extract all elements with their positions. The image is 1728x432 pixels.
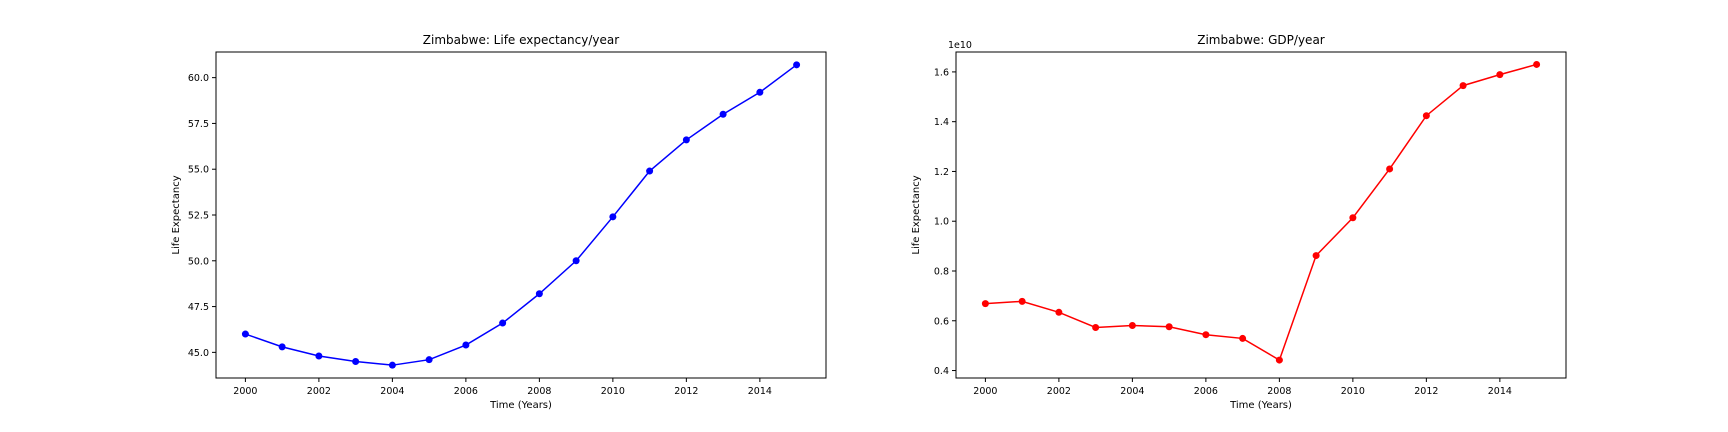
life-expectancy-y-tick-label: 52.5 <box>188 211 209 222</box>
life-expectancy-data-point <box>388 361 396 369</box>
life-expectancy-y-tick-label: 55.0 <box>188 165 209 176</box>
life-expectancy-y-tick-label: 45.0 <box>188 348 209 359</box>
gdp-y-tick-label: 1.2 <box>934 167 949 178</box>
gdp-x-tick-label: 2014 <box>1488 386 1512 397</box>
life-expectancy-chart: Zimbabwe: Life expectancy/year 2000 2002 20… <box>171 33 827 411</box>
gdp-data-point <box>1128 321 1136 329</box>
gdp-y-tick-label: 0.4 <box>934 366 949 377</box>
life-expectancy-data-point <box>241 330 249 338</box>
gdp-data-point <box>1239 334 1247 342</box>
life-expectancy-data-point <box>756 88 764 96</box>
gdp-data-point <box>1386 165 1394 173</box>
gdp-x-tick-label: 2004 <box>1120 386 1144 397</box>
life-expectancy-data-point <box>352 358 360 366</box>
gdp-x-tick-label: 2002 <box>1047 386 1071 397</box>
gdp-data-point <box>1165 323 1173 331</box>
gdp-x-tick-label: 2010 <box>1341 386 1365 397</box>
gdp-chart-title: Zimbabwe: GDP/year <box>1197 33 1325 47</box>
life-expectancy-plot-frame <box>215 51 827 379</box>
life-expectancy-data-point <box>572 257 580 265</box>
life-expectancy-series-line <box>245 64 798 366</box>
gdp-plot-frame <box>955 51 1567 379</box>
life-expectancy-y-tick-label: 60.0 <box>188 73 209 84</box>
gdp-y-tick-label: 0.6 <box>934 316 949 327</box>
gdp-x-tick-label: 2012 <box>1414 386 1438 397</box>
gdp-y-tick-label: 1.0 <box>934 217 949 228</box>
life-expectancy-x-axis-label: Time (Years) <box>489 400 552 411</box>
life-expectancy-data-point <box>535 290 543 298</box>
life-expectancy-data-point <box>462 341 470 349</box>
gdp-data-point <box>981 300 989 308</box>
gdp-x-tick-label: 2000 <box>973 386 997 397</box>
life-expectancy-x-tick-label: 2012 <box>674 386 698 397</box>
gdp-chart: Zimbabwe: GDP/year 2000 2002 2004 2006 2008 20… <box>911 33 1567 411</box>
gdp-series-line <box>985 63 1537 362</box>
life-expectancy-data-point <box>315 352 323 360</box>
life-expectancy-data-point <box>793 61 801 69</box>
life-expectancy-data-point <box>682 136 690 144</box>
life-expectancy-data-point <box>646 167 654 175</box>
gdp-data-point <box>1459 82 1467 90</box>
gdp-y-scale-label: 1e10 <box>948 40 972 51</box>
gdp-data-point <box>1533 60 1541 68</box>
gdp-data-point <box>1018 297 1026 305</box>
life-expectancy-x-tick-label: 2004 <box>380 386 404 397</box>
life-expectancy-x-tick-label: 2002 <box>307 386 331 397</box>
gdp-y-tick-label: 1.4 <box>934 117 949 128</box>
gdp-data-point <box>1055 308 1063 316</box>
gdp-y-axis-label: Life Expectancy <box>911 175 922 254</box>
life-expectancy-y-tick-label: 57.5 <box>188 119 209 130</box>
gdp-y-tick-label: 0.8 <box>934 266 949 277</box>
life-expectancy-x-tick-label: 2008 <box>527 386 551 397</box>
gdp-x-axis-label: Time (Years) <box>1229 400 1292 411</box>
gdp-data-point <box>1422 112 1430 120</box>
life-expectancy-data-point <box>499 319 507 327</box>
life-expectancy-x-tick-label: 2014 <box>748 386 772 397</box>
life-expectancy-data-point <box>609 213 617 221</box>
life-expectancy-chart-title: Zimbabwe: Life expectancy/year <box>423 33 619 47</box>
life-expectancy-data-point <box>278 343 286 351</box>
life-expectancy-x-tick-label: 2006 <box>454 386 478 397</box>
life-expectancy-y-tick-label: 47.5 <box>188 302 209 313</box>
gdp-data-point <box>1349 214 1357 222</box>
gdp-x-tick-label: 2008 <box>1267 386 1291 397</box>
life-expectancy-data-point <box>425 356 433 364</box>
gdp-y-tick-label: 1.6 <box>934 67 949 78</box>
gdp-data-point <box>1275 356 1283 364</box>
life-expectancy-y-tick-label: 50.0 <box>188 256 209 267</box>
life-expectancy-y-axis-label: Life Expectancy <box>171 175 182 254</box>
gdp-data-point <box>1312 252 1320 260</box>
life-expectancy-x-tick-label: 2010 <box>601 386 625 397</box>
gdp-data-point <box>1092 323 1100 331</box>
gdp-data-point <box>1202 331 1210 339</box>
life-expectancy-data-point <box>719 110 727 118</box>
gdp-data-point <box>1496 71 1504 79</box>
gdp-x-tick-label: 2006 <box>1194 386 1218 397</box>
life-expectancy-x-tick-label: 2000 <box>233 386 257 397</box>
